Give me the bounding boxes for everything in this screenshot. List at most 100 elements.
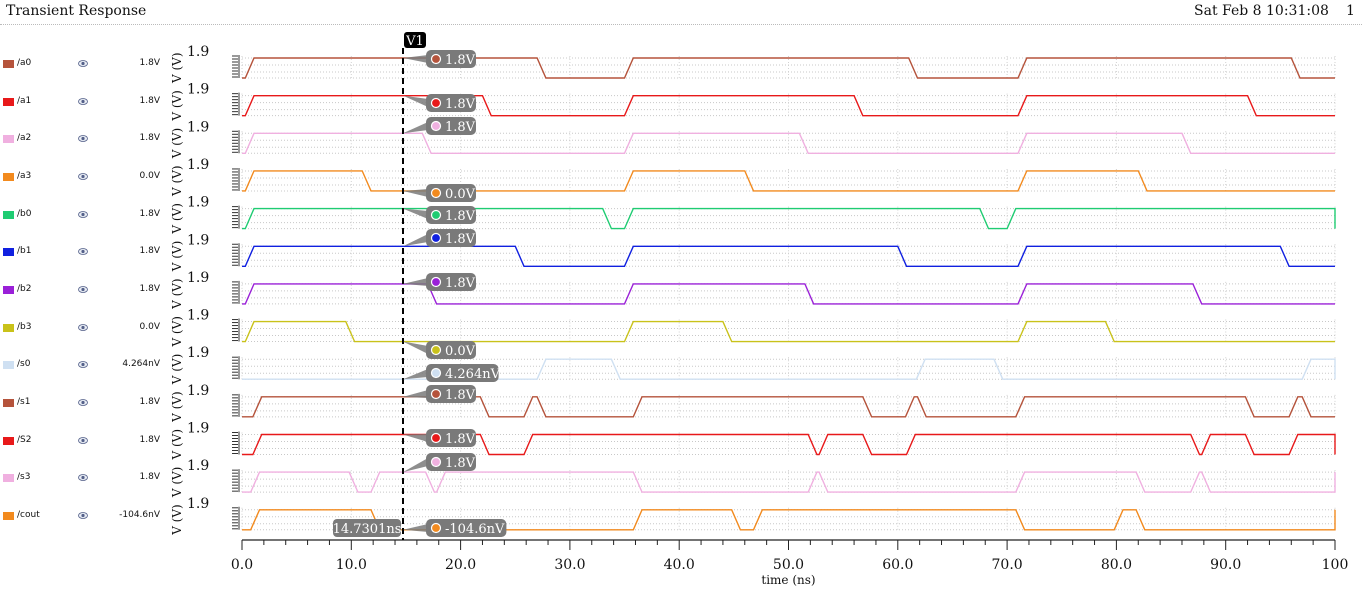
legend-row[interactable]: /s1 1.8V [0,396,170,410]
eye-icon[interactable] [78,360,88,369]
legend-row[interactable]: /s3 1.8V [0,471,170,485]
window-title: Transient Response [6,3,147,19]
marker-label-box[interactable] [426,94,476,112]
signal-name: /s0 [17,359,31,370]
trace-S2[interactable] [242,433,1336,456]
signal-name: /b3 [17,321,32,332]
marker-label-box[interactable] [426,429,476,447]
eye-icon[interactable] [78,59,88,68]
trace-s3[interactable] [242,471,1336,493]
legend-row[interactable]: /a3 0.0V [0,170,170,184]
trace-a1[interactable] [242,94,1335,117]
y-top-label: 1.9 [187,232,209,248]
marker-label-box[interactable] [426,341,476,359]
marker-pointer [403,341,428,354]
signal-value: 1.8V [139,133,160,144]
x-tick-label: 10.0 [336,557,367,573]
legend-row[interactable]: /b1 1.8V [0,245,170,259]
y-unit-label: V (V) [170,278,184,310]
marker-dot [430,432,442,444]
trace-b0[interactable] [242,207,1336,230]
x-tick-label: 90.0 [1210,557,1241,573]
eye-icon[interactable] [78,436,88,445]
marker-value-label: 0.0V [445,187,476,202]
signal-name: /b1 [17,246,32,257]
marker-pointer [403,278,428,286]
marker-label-box[interactable] [426,453,476,471]
trace-a0[interactable] [242,57,1335,79]
signal-value: 1.8V [139,58,160,68]
eye-icon[interactable] [78,247,88,256]
signal-value: -104.6nV [119,509,160,520]
marker-value-label: -104.6nV [445,522,505,537]
y-unit-label: V (V) [170,241,184,273]
eye-icon[interactable] [78,134,88,143]
y-unit-label: V (V) [170,316,184,348]
trace-b3[interactable] [242,320,1335,343]
eye-icon[interactable] [78,172,88,181]
legend-row[interactable]: /cout -104.6nV [0,509,170,523]
marker-label-box[interactable] [426,50,476,68]
legend-swatch [3,60,14,68]
y-top-label: 1.9 [187,270,209,286]
marker-label-box[interactable] [426,519,507,537]
marker-label-box[interactable] [426,229,476,247]
trace-cout[interactable] [242,509,1336,531]
trace-a2[interactable] [242,132,1335,155]
y-unit-label: V (V) [170,203,184,235]
marker-label-box[interactable] [426,385,476,403]
y-top-label: 1.9 [187,458,209,474]
signal-name: /S2 [17,434,32,445]
cursor-x-label: 14.7301ns [333,522,402,537]
eye-icon[interactable] [78,285,88,294]
marker-label-box[interactable] [426,364,499,382]
signal-value: 1.8V [139,283,160,294]
eye-icon[interactable] [78,323,88,332]
y-top-label: 1.9 [187,195,209,211]
trace-b1[interactable] [242,245,1335,267]
marker-label-box[interactable] [426,206,476,224]
legend-row[interactable]: /s0 4.264nV [0,358,170,372]
legend-row[interactable]: /a1 1.8V [0,95,170,109]
marker-pointer [403,95,428,107]
trace-b2[interactable] [242,283,1335,305]
x-tick-label: 50.0 [773,557,804,573]
signal-name: /s3 [17,472,31,483]
legend-swatch [3,361,14,370]
trace-a3[interactable] [242,170,1335,192]
eye-icon[interactable] [78,398,88,407]
signal-name: /b2 [17,283,32,294]
eye-icon[interactable] [78,473,88,482]
cursor-x-tag [333,519,401,537]
trace-s1[interactable] [242,396,1335,418]
eye-icon[interactable] [78,511,88,520]
marker-label-box[interactable] [426,117,476,135]
legend-row[interactable]: /S2 1.8V [0,434,170,448]
marker-dot [430,97,442,109]
legend-row[interactable]: /a2 1.8V [0,132,170,146]
y-top-label: 1.9 [187,82,209,98]
legend-swatch [3,248,14,257]
eye-icon[interactable] [78,210,88,219]
marker-pointer [403,524,428,532]
marker-dot [430,388,442,400]
trace-s0[interactable] [242,358,1336,380]
y-unit-label: V (V) [170,52,184,84]
cursor-name: V1 [405,34,424,49]
marker-label-box[interactable] [426,184,476,202]
y-top-label: 1.9 [187,44,209,60]
cursor-name-tag[interactable] [404,32,426,48]
legend-row[interactable]: /b3 0.0V [0,321,170,335]
signal-value: 1.8V [139,396,160,407]
legend-row[interactable]: /b2 1.8V [0,283,170,297]
eye-icon[interactable] [78,97,88,106]
marker-label-box[interactable] [426,273,476,291]
legend-row[interactable]: /b0 1.8V [0,208,170,222]
signal-value: 1.8V [139,472,160,483]
marker-dot [430,276,442,288]
legend-row[interactable]: /a0 1.8V [0,57,170,71]
marker-pointer [403,208,428,219]
signal-value: 0.0V [139,321,160,332]
marker-value-label: 1.8V [445,432,476,447]
